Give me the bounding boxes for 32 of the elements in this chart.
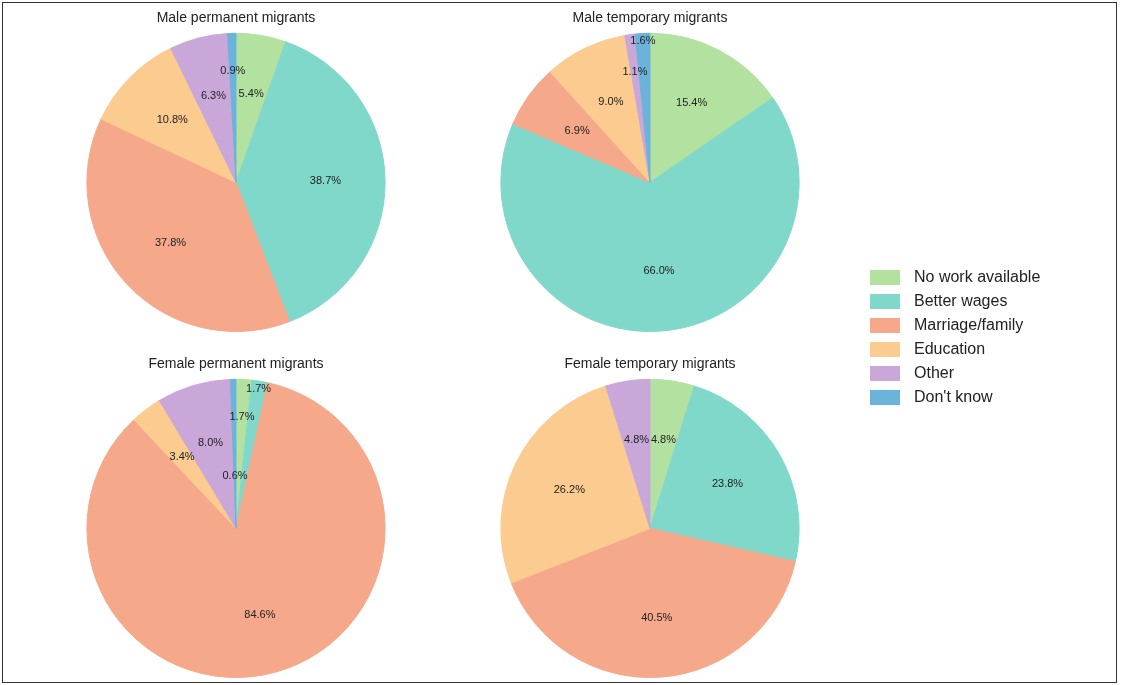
data-label: 0.6% [222,469,248,482]
chart-title: Male temporary migrants [572,9,728,26]
data-label: 23.8% [711,476,744,489]
chart-title: Female temporary migrants [564,355,736,372]
data-label: 84.6% [244,607,276,620]
chart-title: Male permanent migrants [156,9,316,26]
legend-label: Don't know [914,388,993,406]
data-label: 6.3% [200,88,227,101]
chart-title: Female permanent migrants [148,355,324,372]
data-label: 38.7% [309,174,342,187]
data-label: 6.9% [564,123,590,136]
data-label: 40.5% [641,610,673,623]
legend-label: Marriage/family [914,316,1024,334]
data-label: 26.2% [553,482,586,495]
data-label: 5.4% [238,87,264,100]
legend-label: Better wages [914,292,1008,310]
data-label: 0.9% [220,63,246,76]
data-label: 15.4% [676,96,708,109]
legend-label: Education [914,340,986,358]
legend-label: Other [914,364,955,382]
data-label: 9.0% [598,94,624,107]
data-label: 4.8% [650,432,677,445]
data-label: 4.8% [624,432,650,445]
data-label: 10.8% [156,112,189,125]
data-label: 37.8% [154,236,187,249]
data-label: 1.1% [622,64,648,77]
data-label: 1.6% [630,33,656,46]
data-label: 66.0% [643,264,675,277]
legend-label: No work available [914,268,1041,286]
data-label: 8.0% [197,435,224,448]
data-label: 3.4% [169,450,195,463]
data-label: 1.7% [229,409,255,422]
